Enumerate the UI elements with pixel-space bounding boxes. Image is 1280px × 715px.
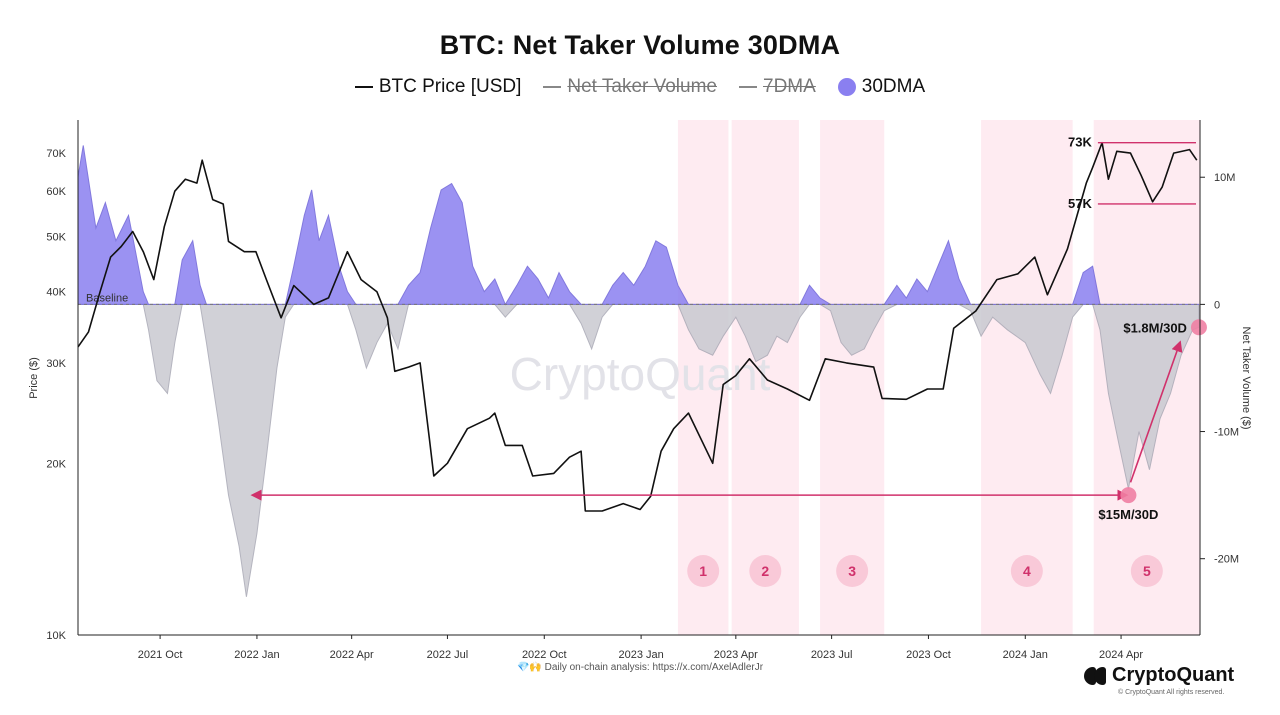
x-tick-2023-Jul: 2023 Jul — [811, 649, 853, 661]
highlight-zones: 1 2 3 4 5 — [677, 120, 1200, 635]
y-left-tick-50K: 50K — [46, 231, 66, 243]
legend-swatch-net-taker-volume — [543, 86, 562, 88]
y-right-tick-10M: 10M — [1214, 172, 1235, 184]
brand-name: CryptoQuant — [1112, 664, 1235, 686]
cryptoquant-logo-icon — [1084, 666, 1106, 685]
annotation-arrows — [250, 340, 1183, 501]
annotation-arrow-2 — [1129, 340, 1183, 483]
highlight-zone-1 — [677, 120, 729, 635]
legend-item-30dma[interactable]: 30DMA — [837, 76, 926, 98]
zone-badge-4 — [1010, 555, 1043, 587]
legend-swatch-7dma — [739, 86, 757, 88]
copyright: © CryptoQuant All rights reserved. — [1118, 689, 1225, 696]
y-left-tick-60K: 60K — [46, 186, 66, 198]
x-tick-2023-Oct: 2023 Oct — [906, 649, 951, 661]
legend-item-net-taker-volume[interactable]: Net Taker Volume — [543, 76, 717, 98]
zone-label-4: 4 — [1023, 563, 1031, 579]
btc-price-series — [77, 141, 1198, 512]
chart-legend: BTC Price [USD] Net Taker Volume 7DMA 30… — [0, 76, 1280, 98]
y-left-tick-10K: 10K — [46, 630, 66, 642]
legend-swatch-30dma — [837, 78, 856, 96]
watermark: CryptoQuant — [510, 348, 771, 400]
annotation-label-1: $15M/30D — [1098, 507, 1158, 522]
y-left-tick-30K: 30K — [46, 358, 66, 370]
y-left-tick-20K: 20K — [46, 458, 66, 470]
legend-item-btc-price[interactable]: BTC Price [USD] — [354, 76, 522, 98]
baseline-label: Baseline — [86, 292, 128, 304]
annotations: $15M/30D $1.8M/30D — [1098, 319, 1207, 522]
x-tick-2022-Jul: 2022 Jul — [427, 649, 469, 661]
legend-label-30dma: 30DMA — [861, 76, 926, 97]
x-tick-2022-Oct: 2022 Oct — [522, 649, 567, 661]
annotation-marker-2 — [1190, 319, 1207, 336]
y-left-tick-40K: 40K — [46, 287, 66, 299]
chart-title: BTC: Net Taker Volume 30DMA — [439, 30, 841, 60]
y-left-tick-70K: 70K — [46, 148, 66, 160]
x-tick-2022-Jan: 2022 Jan — [234, 649, 279, 661]
zone-label-3: 3 — [848, 563, 856, 579]
x-tick-2021-Oct: 2021 Oct — [138, 649, 183, 661]
zone-badge-2 — [749, 555, 782, 587]
legend-label-btc-price: BTC Price [USD] — [378, 76, 522, 97]
zone-label-2: 2 — [761, 563, 769, 579]
legend-label-7dma: 7DMA — [763, 76, 816, 97]
level-label-57K: 57K — [1068, 196, 1092, 211]
x-tick-2023-Apr: 2023 Apr — [714, 649, 758, 661]
x-tick-2024-Apr: 2024 Apr — [1099, 649, 1143, 661]
zone-label-1: 1 — [699, 563, 707, 579]
price-levels: 73K 57K — [1068, 135, 1196, 211]
y-right-axis-title: Net Taker Volume ($) — [1240, 326, 1252, 429]
x-tick-2022-Apr: 2022 Apr — [330, 649, 374, 661]
zone-label-5: 5 — [1143, 563, 1151, 579]
annotation-label-2: $1.8M/30D — [1123, 320, 1187, 335]
highlight-zone-3 — [820, 120, 885, 635]
x-tick-2024-Jan: 2024 Jan — [1003, 649, 1048, 661]
y-right-tick-0: 0 — [1214, 299, 1220, 311]
btc-price-line — [77, 141, 1198, 512]
y-left-axis-title: Price ($) — [28, 357, 40, 399]
highlight-zone-4 — [981, 120, 1073, 635]
x-tick-2023-Jan: 2023 Jan — [618, 649, 663, 661]
footer-note: 💎🙌 Daily on-chain analysis: https://x.co… — [516, 662, 764, 673]
axes: 10K 20K 30K 40K 50K 60K 70K 10M 0 -10M -20M 2021 Oc… — [46, 120, 1239, 661]
zone-badge-5 — [1130, 555, 1163, 587]
zone-badge-1 — [687, 555, 720, 587]
legend-label-net-taker-volume: Net Taker Volume — [567, 76, 717, 97]
zone-badge-3 — [836, 555, 869, 587]
legend-item-7dma[interactable]: 7DMA — [739, 76, 816, 98]
level-label-73K: 73K — [1068, 135, 1092, 150]
annotation-marker-1 — [1120, 487, 1137, 504]
y-right-tick--20M: -20M — [1214, 554, 1239, 566]
brand-logo[interactable]: CryptoQuant — [1084, 664, 1234, 687]
y-right-tick--10M: -10M — [1214, 427, 1239, 439]
legend-swatch-btc-price — [354, 86, 373, 88]
